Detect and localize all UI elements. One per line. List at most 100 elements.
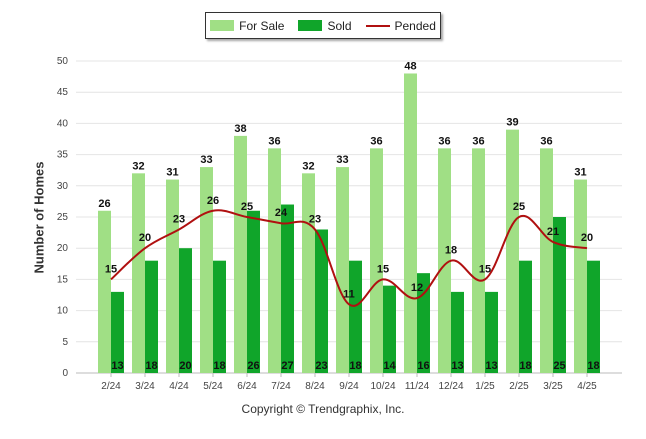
y-tick-label: 50 [57, 56, 69, 67]
legend-item-sold[interactable]: Sold [298, 18, 352, 33]
bar-for-sale [404, 73, 417, 373]
data-label-pended: 25 [241, 201, 253, 213]
data-label-pended: 21 [547, 226, 559, 238]
bar-sold [315, 229, 328, 373]
legend-label-sold: Sold [327, 18, 352, 33]
data-label-for-sale: 32 [302, 160, 314, 172]
legend: For Sale Sold Pended [205, 12, 441, 39]
data-label-sold: 13 [485, 360, 497, 372]
bar-for-sale [132, 173, 145, 373]
data-label-pended: 26 [207, 195, 219, 207]
data-label-sold: 13 [111, 360, 123, 372]
y-tick-label: 0 [62, 368, 68, 379]
y-axis-title: Number of Homes [31, 161, 47, 274]
y-tick-label: 15 [57, 274, 69, 285]
legend-swatch-for-sale [210, 20, 235, 31]
line-pended [110, 209, 588, 307]
y-tick-label: 5 [62, 337, 68, 348]
data-label-sold: 25 [553, 360, 565, 372]
data-label-for-sale: 36 [540, 135, 552, 147]
data-label-sold: 18 [213, 360, 225, 372]
data-label-for-sale: 36 [472, 135, 484, 147]
data-label-sold: 13 [451, 360, 463, 372]
bar-for-sale [472, 148, 485, 373]
x-tick-label: 2/24 [101, 381, 121, 392]
legend-item-pended[interactable]: Pended [365, 18, 436, 33]
x-tick-label: 9/24 [339, 381, 359, 392]
x-tick-label: 1/25 [475, 381, 495, 392]
data-label-pended: 15 [377, 263, 389, 275]
legend-swatch-sold [298, 20, 323, 31]
data-label-pended: 18 [445, 245, 457, 257]
legend-label-pended: Pended [394, 18, 436, 33]
y-tick-label: 45 [57, 87, 69, 98]
data-label-sold: 20 [179, 360, 191, 372]
data-label-sold: 18 [587, 360, 599, 372]
data-label-pended: 20 [139, 232, 151, 244]
data-label-pended: 11 [343, 288, 355, 300]
data-label-pended: 23 [173, 213, 185, 225]
bar-for-sale [506, 129, 519, 373]
data-label-for-sale: 39 [506, 117, 518, 129]
data-label-pended: 15 [479, 263, 491, 275]
data-label-pended: 23 [309, 213, 321, 225]
data-label-for-sale: 33 [336, 154, 348, 166]
y-tick-label: 30 [57, 181, 69, 192]
legend-swatch-pended [365, 24, 390, 27]
bar-for-sale [200, 167, 213, 373]
bar-for-sale [370, 148, 383, 373]
data-label-sold: 18 [145, 360, 157, 372]
bar-for-sale [166, 179, 179, 373]
data-label-for-sale: 26 [98, 198, 110, 210]
data-label-sold: 26 [247, 360, 259, 372]
data-label-for-sale: 38 [234, 123, 246, 135]
data-label-for-sale: 36 [438, 135, 450, 147]
copyright-text: Copyright © Trendgraphix, Inc. [241, 402, 405, 416]
bar-sold [451, 291, 464, 373]
data-label-for-sale: 48 [404, 60, 416, 72]
bar-for-sale [234, 135, 247, 373]
bar-sold [179, 248, 192, 373]
y-tick-label: 35 [57, 150, 69, 161]
legend-item-for-sale[interactable]: For Sale [210, 19, 284, 33]
x-tick-label: 12/24 [438, 381, 463, 392]
bar-for-sale [540, 148, 553, 373]
data-label-for-sale: 36 [268, 135, 280, 147]
bar-sold [417, 273, 430, 373]
bar-for-sale [336, 167, 349, 373]
bar-sold [553, 217, 566, 373]
data-label-pended: 12 [411, 282, 423, 294]
bar-for-sale [98, 210, 111, 373]
bar-sold [587, 260, 600, 373]
x-tick-label: 5/24 [203, 381, 223, 392]
x-tick-label: 2/25 [509, 381, 529, 392]
data-label-for-sale: 36 [370, 135, 382, 147]
data-label-for-sale: 31 [166, 167, 178, 179]
data-label-for-sale: 32 [132, 160, 144, 172]
data-label-sold: 23 [315, 360, 327, 372]
bar-for-sale [438, 148, 451, 373]
data-label-for-sale: 33 [200, 154, 212, 166]
x-tick-label: 4/24 [169, 381, 189, 392]
bar-sold [111, 291, 124, 373]
data-label-sold: 27 [281, 360, 293, 372]
bar-sold [485, 291, 498, 373]
bar-sold [349, 260, 362, 373]
data-label-sold: 18 [349, 360, 361, 372]
bar-sold [281, 204, 294, 373]
bar-for-sale [268, 148, 281, 373]
bar-sold [213, 260, 226, 373]
data-label-pended: 25 [513, 201, 525, 213]
x-tick-label: 3/25 [543, 381, 563, 392]
x-tick-label: 11/24 [405, 381, 430, 392]
bar-sold [145, 260, 158, 373]
y-tick-label: 10 [57, 306, 69, 317]
bar-sold [383, 285, 396, 373]
data-label-pended: 24 [275, 207, 288, 219]
x-tick-label: 4/25 [577, 381, 597, 392]
y-tick-label: 20 [57, 243, 69, 254]
x-tick-label: 10/24 [370, 381, 395, 392]
bar-for-sale [574, 179, 587, 373]
